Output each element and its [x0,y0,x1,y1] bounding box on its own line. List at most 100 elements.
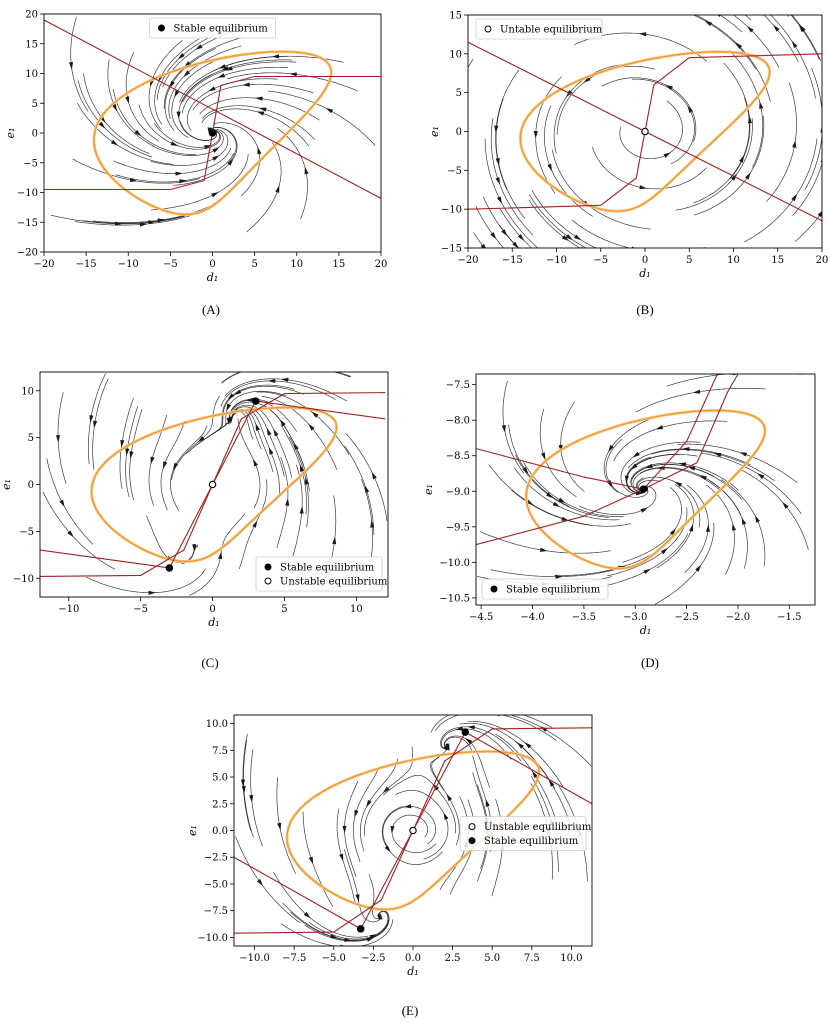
x-tick-label: 5.0 [484,953,500,964]
streamline-arrow [371,471,377,480]
streamline [607,507,688,577]
x-tick-label: −20 [457,255,478,266]
streamline-arrow [558,497,566,504]
streamline-arrow [195,44,203,50]
streamline-arrow [59,499,65,508]
streamline [280,919,393,946]
x-axis-label: d₁ [207,271,218,284]
streamline-arrow [660,547,669,555]
streamline-arrow [249,795,254,803]
x-axis-label: d₁ [208,616,219,629]
streamline-arrow [370,520,375,528]
y-tick-label: −15 [441,244,462,255]
streamline-arrow [735,42,743,50]
streamline-arrow [304,166,309,175]
x-tick-label: −10.0 [239,953,270,964]
streamline-arrow [208,86,216,92]
streamline [744,15,752,21]
streamline-arrow [378,912,383,920]
y-tick-label: 0 [28,480,34,491]
x-tick-label: 5 [686,255,692,266]
trajectory-orbit [286,750,540,911]
streamline-arrow [255,423,260,431]
y-tick-label: 5 [456,88,462,99]
y-tick-label: 0 [32,129,38,140]
streamline-arrow [183,70,191,78]
streamline-arrow [561,516,569,521]
streamline-arrow [782,501,789,509]
x-tick-label: −4.0 [520,612,544,623]
unstable-equilibrium-marker [409,826,417,835]
legend-label: Stable equilibrium [174,24,269,35]
y-tick-label: −7.5 [204,906,228,917]
streamline [344,780,359,878]
streamline-arrow [739,155,744,163]
streamline-arrow [746,25,754,33]
streamline-arrow [279,362,286,366]
streamline-arrow [68,62,74,70]
streamline [42,491,116,570]
x-tick-label: 15 [771,255,784,266]
streamline-arrow [533,130,538,139]
streamline-arrow [548,779,555,787]
streamline-arrow [125,448,130,456]
streamline-arrow [169,80,175,89]
y-tick-label: −9.5 [446,522,470,533]
x-tick-label: −5 [593,255,608,266]
streamline-arrow [773,24,780,32]
trajectory-orbit [525,409,766,570]
y-tick-label: 20 [25,10,38,21]
streamline [723,62,751,180]
y-tick-label: −9.0 [446,487,470,498]
x-tick-label: 0 [209,604,215,615]
streamline-arrow [384,845,391,853]
streamline-arrow [255,96,263,101]
chart-d: −4.5 −4.0 −3.5 −3.0 −2.5 −2.0 −1.5 −10.5 −10.0 −9… [422,373,816,637]
streamline-arrow [485,799,490,807]
streamline-arrow [496,715,500,717]
stable-equilibrium-marker [461,728,470,736]
streamline-arrow [354,809,359,818]
y-tick-label: −5 [23,158,38,169]
chart-c: −10 −5 0 5 10 −10 −5 0 5 10 d₁ e₁ Stable equilibrium… [0,362,389,629]
x-tick-label: 10 [290,259,303,270]
streamline-arrow [817,211,822,218]
x-tick-label: −2.5 [674,612,698,623]
legend-unstable-marker [264,577,272,585]
chart-e: −10.0 −7.5 −5.0 −2.5 0.0 2.5 5.0 7.5 10.0 −10.0 −7… [186,714,593,978]
x-tick-label: −3.5 [572,612,596,623]
y-tick-label: 5 [32,99,38,110]
y-tick-label: −10.0 [197,933,228,944]
axes-frame [475,373,816,606]
x-tick-label: −7.5 [282,953,306,964]
streamline-arrow [285,498,290,506]
y-tick-label: −10 [13,574,34,585]
x-tick-label: −5 [133,604,148,615]
streamline-arrow [268,447,274,455]
y-axis-label: e₁ [0,479,13,490]
streamline-arrow [541,452,546,461]
streamline-arrow [485,250,491,257]
streamline-arrow [212,146,220,153]
legend-stable-marker [158,24,165,32]
streamline-arrow [89,415,94,423]
x-tick-label: 0.0 [405,953,421,964]
x-tick-label: −2.5 [361,953,385,964]
y-axis-label: e₁ [422,484,435,495]
legend-label: Unstable equilibrium [484,822,592,833]
streamline-arrow [689,523,694,532]
trajectory-orbit [90,406,338,563]
streamline-arrow [177,52,185,60]
streamline-arrow [465,738,473,745]
streamline-arrow [443,812,449,820]
streamline-arrow [148,590,156,595]
y-tick-label: −10 [441,205,462,216]
streamline-arrow [129,451,134,459]
streamline-arrow [119,609,127,613]
streamline-arrow [665,84,674,91]
x-tick-label: 5 [251,259,257,270]
streamline-arrow [355,894,360,902]
unstable-equilibrium-marker [641,127,649,136]
legend-box [481,578,609,600]
y-tick-label: 2.5 [212,799,228,810]
